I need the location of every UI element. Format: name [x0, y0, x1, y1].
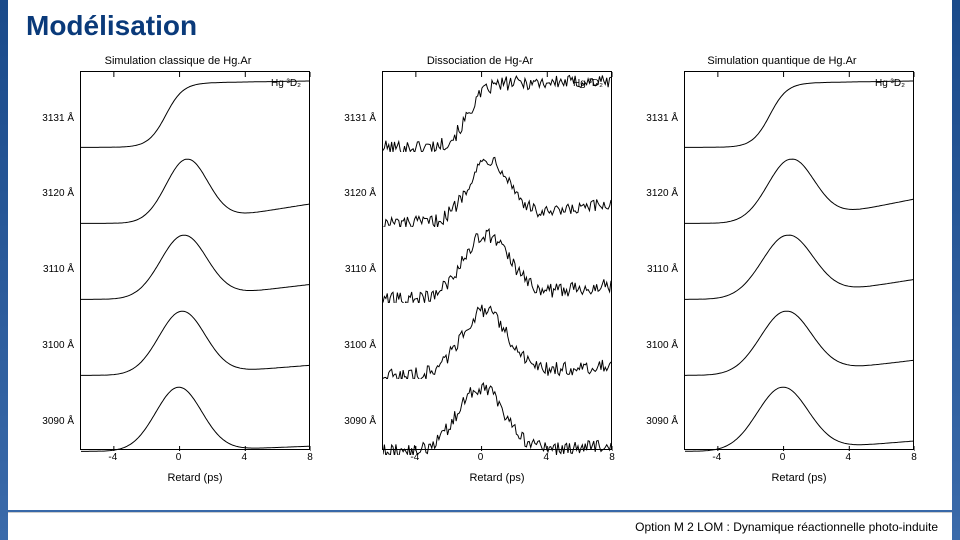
trace-label: 3090 Å — [646, 416, 678, 427]
panel-quantum: Simulation quantique de Hg.ArHg ³D₂3131 … — [642, 55, 922, 490]
slide-title: Modélisation — [26, 10, 197, 42]
trace-label: 3100 Å — [344, 340, 376, 351]
trace-label: 3120 Å — [344, 188, 376, 199]
x-tick: 0 — [176, 452, 182, 463]
x-axis: -4 0 4 8 — [382, 452, 612, 466]
trace-label: 3110 Å — [43, 264, 74, 275]
panel-dissociation: Dissociation de Hg-ArHg ³D₂3131 Å3120 Å3… — [340, 55, 620, 490]
x-tick: -4 — [410, 452, 419, 463]
y-labels: 3131 Å 3120 Å 3110 Å 3100 Å 3090 Å — [38, 71, 78, 450]
x-axis: -4 0 4 8 — [684, 452, 914, 466]
x-tick: 4 — [544, 452, 550, 463]
y-labels: 3131 Å 3120 Å 3110 Å 3100 Å 3090 Å — [642, 71, 682, 450]
panels-container: Simulation classique de Hg.ArHg ³D₂3131 … — [38, 55, 922, 490]
plot-area: Hg ³D₂ — [80, 71, 310, 450]
trace-label: 3100 Å — [42, 340, 74, 351]
plot-area: Hg ³D₂ — [382, 71, 612, 450]
trace — [685, 216, 913, 303]
x-tick: -4 — [108, 452, 117, 463]
x-tick: 8 — [307, 452, 313, 463]
x-tick: 0 — [780, 452, 786, 463]
trace — [81, 292, 309, 379]
trace — [81, 140, 309, 227]
trace-label: 3090 Å — [42, 416, 74, 427]
x-tick: 0 — [478, 452, 484, 463]
x-tick: 8 — [609, 452, 615, 463]
x-tick: -4 — [712, 452, 721, 463]
x-tick: 4 — [242, 452, 248, 463]
x-label: Retard (ps) — [382, 472, 612, 484]
trace — [685, 64, 913, 151]
trace — [383, 216, 611, 303]
trace — [383, 64, 611, 151]
trace-label: 3120 Å — [42, 188, 74, 199]
trace — [383, 140, 611, 227]
trace — [383, 292, 611, 379]
y-labels: 3131 Å 3120 Å 3110 Å 3100 Å 3090 Å — [340, 71, 380, 450]
x-tick: 8 — [911, 452, 917, 463]
panel-classical: Simulation classique de Hg.ArHg ³D₂3131 … — [38, 55, 318, 490]
trace — [685, 140, 913, 227]
footer-text: Option M 2 LOM : Dynamique réactionnelle… — [635, 520, 938, 534]
x-tick: 4 — [846, 452, 852, 463]
trace — [383, 368, 611, 455]
trace-label: 3090 Å — [344, 416, 376, 427]
trace — [81, 368, 309, 455]
trace — [685, 292, 913, 379]
slide: Modélisation Simulation classique de Hg.… — [8, 0, 952, 510]
x-label: Retard (ps) — [80, 472, 310, 484]
trace-label: 3110 Å — [647, 264, 678, 275]
x-label: Retard (ps) — [684, 472, 914, 484]
trace-label: 3131 Å — [646, 113, 678, 124]
trace-label: 3131 Å — [344, 113, 376, 124]
footer-bar: Option M 2 LOM : Dynamique réactionnelle… — [8, 512, 952, 540]
trace-label: 3131 Å — [42, 113, 74, 124]
trace — [685, 368, 913, 455]
trace — [81, 216, 309, 303]
trace-label: 3110 Å — [345, 264, 376, 275]
trace — [81, 64, 309, 151]
trace-label: 3120 Å — [646, 188, 678, 199]
plot-area: Hg ³D₂ — [684, 71, 914, 450]
x-axis: -4 0 4 8 — [80, 452, 310, 466]
trace-label: 3100 Å — [646, 340, 678, 351]
